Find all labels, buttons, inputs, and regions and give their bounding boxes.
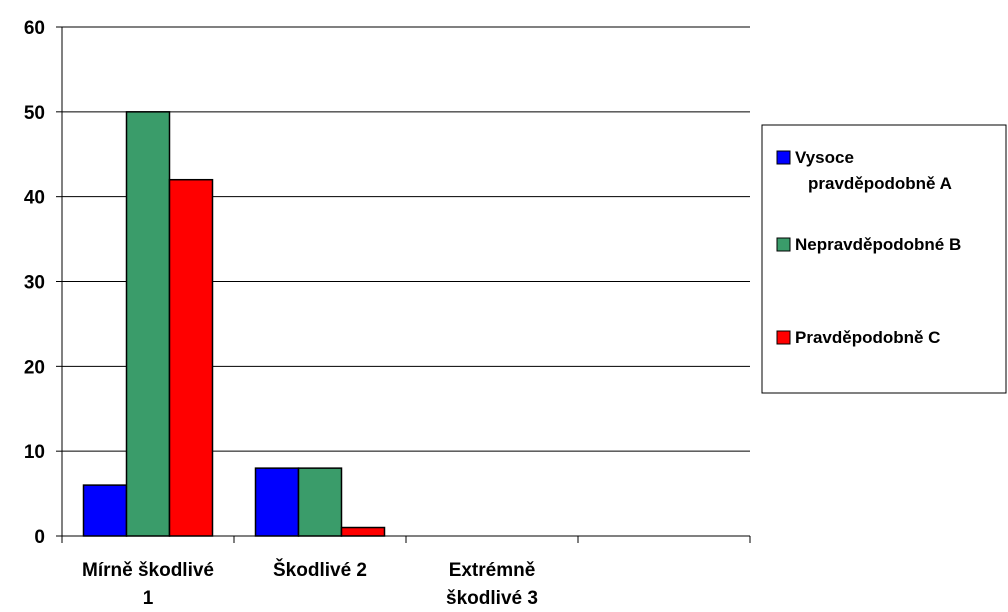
y-tick-label: 50 bbox=[24, 103, 45, 124]
axes bbox=[56, 26, 751, 543]
legend-swatch-1 bbox=[776, 150, 791, 165]
bar-1-1 bbox=[82, 484, 128, 537]
bars bbox=[82, 111, 386, 537]
x-category-label: Mírně škodlivé 1 bbox=[82, 560, 214, 609]
y-tick-label: 0 bbox=[34, 527, 45, 548]
bar-2-2 bbox=[297, 467, 343, 537]
y-tick-label: 60 bbox=[24, 18, 45, 39]
y-tick-label: 20 bbox=[24, 357, 45, 378]
y-tick-label: 40 bbox=[24, 188, 45, 209]
y-tick-label: 30 bbox=[24, 273, 45, 294]
x-category-label: Škodlivé 2 bbox=[273, 559, 367, 581]
legend-swatch-3 bbox=[776, 330, 791, 345]
bar-3-1 bbox=[168, 178, 214, 537]
legend-label-2: Nepravděpodobné B bbox=[795, 235, 961, 254]
legend-label-1: Vysoce pravděpodobně A bbox=[795, 148, 952, 193]
bar-3-2 bbox=[340, 526, 386, 537]
x-axis-categories: Mírně škodlivé 1 Škodlivé 2 Extrémně škodliv… bbox=[82, 559, 538, 609]
legend-box bbox=[761, 124, 1007, 394]
legend: Vysoce pravděpodobně A Nepravděpodobné B Pr… bbox=[761, 124, 1007, 394]
y-axis-ticks: 0 10 20 30 40 50 60 bbox=[24, 18, 45, 548]
bar-1-2 bbox=[254, 467, 300, 537]
legend-swatch-2 bbox=[776, 237, 791, 252]
legend-label-3: Pravděpodobně C bbox=[795, 328, 940, 347]
bar-2-1 bbox=[125, 111, 171, 537]
y-tick-label: 10 bbox=[24, 442, 45, 463]
x-category-label: Extrémně škodlivé 3 bbox=[446, 560, 538, 609]
